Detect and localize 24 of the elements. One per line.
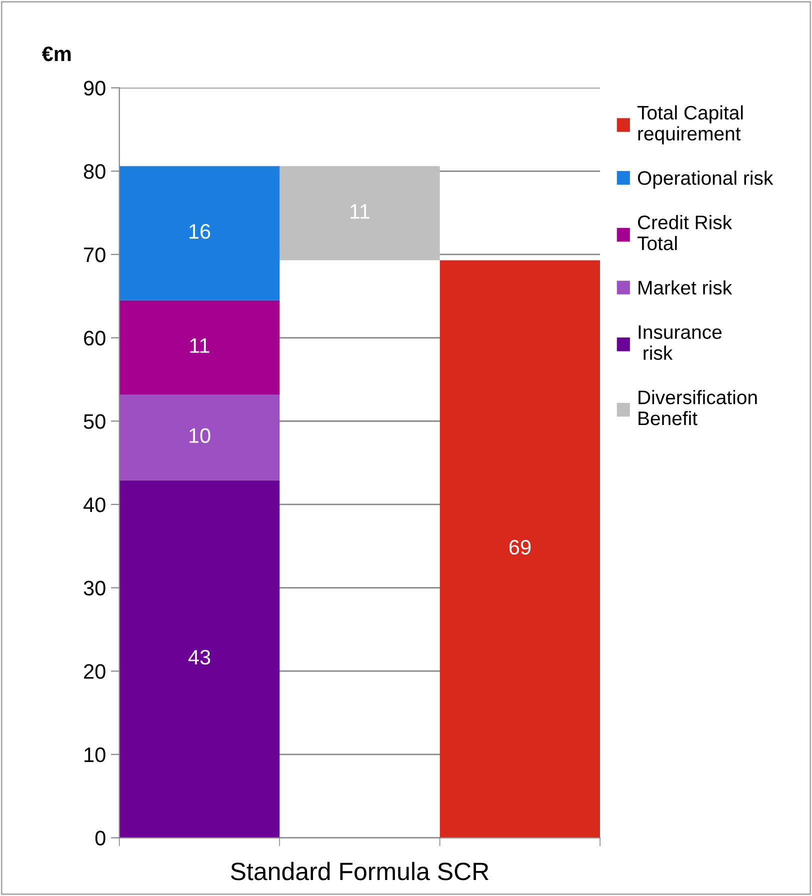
y-tick-label: 30 <box>84 580 106 596</box>
y-tick-label: 90 <box>84 80 106 96</box>
data-label: 16 <box>189 224 210 239</box>
data-label: 43 <box>188 650 210 665</box>
y-tick-label: 10 <box>84 747 106 762</box>
y-axis-title: €m <box>42 46 71 62</box>
x-axis-title: Standard Formula SCR <box>230 862 488 880</box>
y-tick-label: 0 <box>95 830 106 846</box>
y-tick-label: 70 <box>84 247 106 262</box>
y-tick-label: 20 <box>84 664 106 679</box>
y-tick-label: 60 <box>84 330 106 346</box>
legend-label: Credit Risk Total <box>637 215 732 250</box>
data-label: 11 <box>190 338 210 353</box>
legend-label: Operational risk <box>638 170 774 189</box>
y-tick-label: 80 <box>84 164 106 179</box>
data-label: 69 <box>509 540 531 555</box>
y-tick-label: 50 <box>84 414 106 429</box>
legend-label: Diversification Benefit <box>638 390 757 426</box>
legend-label: Insurance risk <box>638 325 722 360</box>
data-label: 11 <box>350 204 370 219</box>
data-label: 10 <box>189 428 210 443</box>
legend-label: Total Capital requirement <box>637 105 743 144</box>
y-tick-label: 40 <box>83 497 106 512</box>
legend-label: Market risk <box>638 280 732 295</box>
